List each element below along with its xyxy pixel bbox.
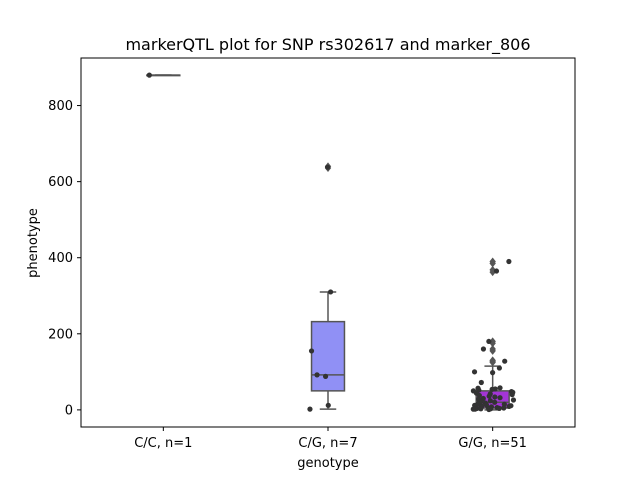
data-point bbox=[501, 401, 507, 407]
data-point bbox=[497, 395, 503, 401]
data-point bbox=[497, 385, 503, 391]
x-tick-label: G/G, n=51 bbox=[458, 436, 526, 451]
data-point bbox=[490, 370, 496, 376]
data-point bbox=[486, 393, 492, 399]
y-tick-label: 800 bbox=[48, 99, 73, 114]
y-tick-label: 600 bbox=[48, 175, 73, 190]
data-point bbox=[496, 405, 502, 411]
axes: 0 200 400 600 800 C/C, n=1 C/G, n=7 G/G, n=51 bbox=[48, 99, 527, 451]
y-tick-label: 0 bbox=[65, 403, 73, 418]
data-point bbox=[496, 365, 503, 371]
data-point bbox=[506, 403, 512, 410]
data-point bbox=[487, 398, 493, 404]
data-point bbox=[489, 386, 495, 392]
outlier-marker bbox=[489, 259, 496, 268]
data-point bbox=[486, 406, 492, 413]
data-point bbox=[493, 268, 500, 274]
outlier-marker bbox=[489, 358, 496, 367]
chart-title: markerQTL plot for SNP rs302617 and mark… bbox=[125, 35, 530, 55]
data-point bbox=[502, 358, 508, 364]
data-point bbox=[492, 394, 498, 400]
data-point bbox=[492, 399, 498, 405]
data-point bbox=[308, 348, 315, 354]
data-point bbox=[506, 258, 512, 265]
data-point bbox=[510, 397, 517, 403]
box-1 bbox=[310, 320, 346, 392]
x-axis-label: genotype bbox=[297, 456, 358, 471]
outlier-marker bbox=[489, 346, 496, 355]
y-tick-label: 200 bbox=[48, 327, 73, 342]
data-point bbox=[486, 338, 492, 345]
y-tick-label: 400 bbox=[48, 251, 73, 266]
data-point bbox=[509, 392, 515, 398]
x-tick-label: C/C, n=1 bbox=[134, 436, 192, 451]
data-point bbox=[478, 379, 484, 386]
plot-area bbox=[146, 72, 517, 413]
data-point bbox=[314, 372, 320, 378]
data-point bbox=[501, 405, 507, 411]
data-point bbox=[328, 289, 334, 295]
data-point bbox=[307, 406, 313, 412]
data-point bbox=[478, 406, 484, 412]
data-point bbox=[480, 346, 487, 352]
data-point bbox=[322, 373, 329, 380]
data-point bbox=[146, 72, 152, 78]
x-tick-label: C/G, n=7 bbox=[298, 436, 357, 451]
y-axis-label: phenotype bbox=[26, 208, 41, 278]
data-point bbox=[470, 406, 476, 412]
data-point bbox=[324, 164, 331, 170]
data-point bbox=[325, 402, 331, 408]
data-point bbox=[471, 369, 478, 375]
